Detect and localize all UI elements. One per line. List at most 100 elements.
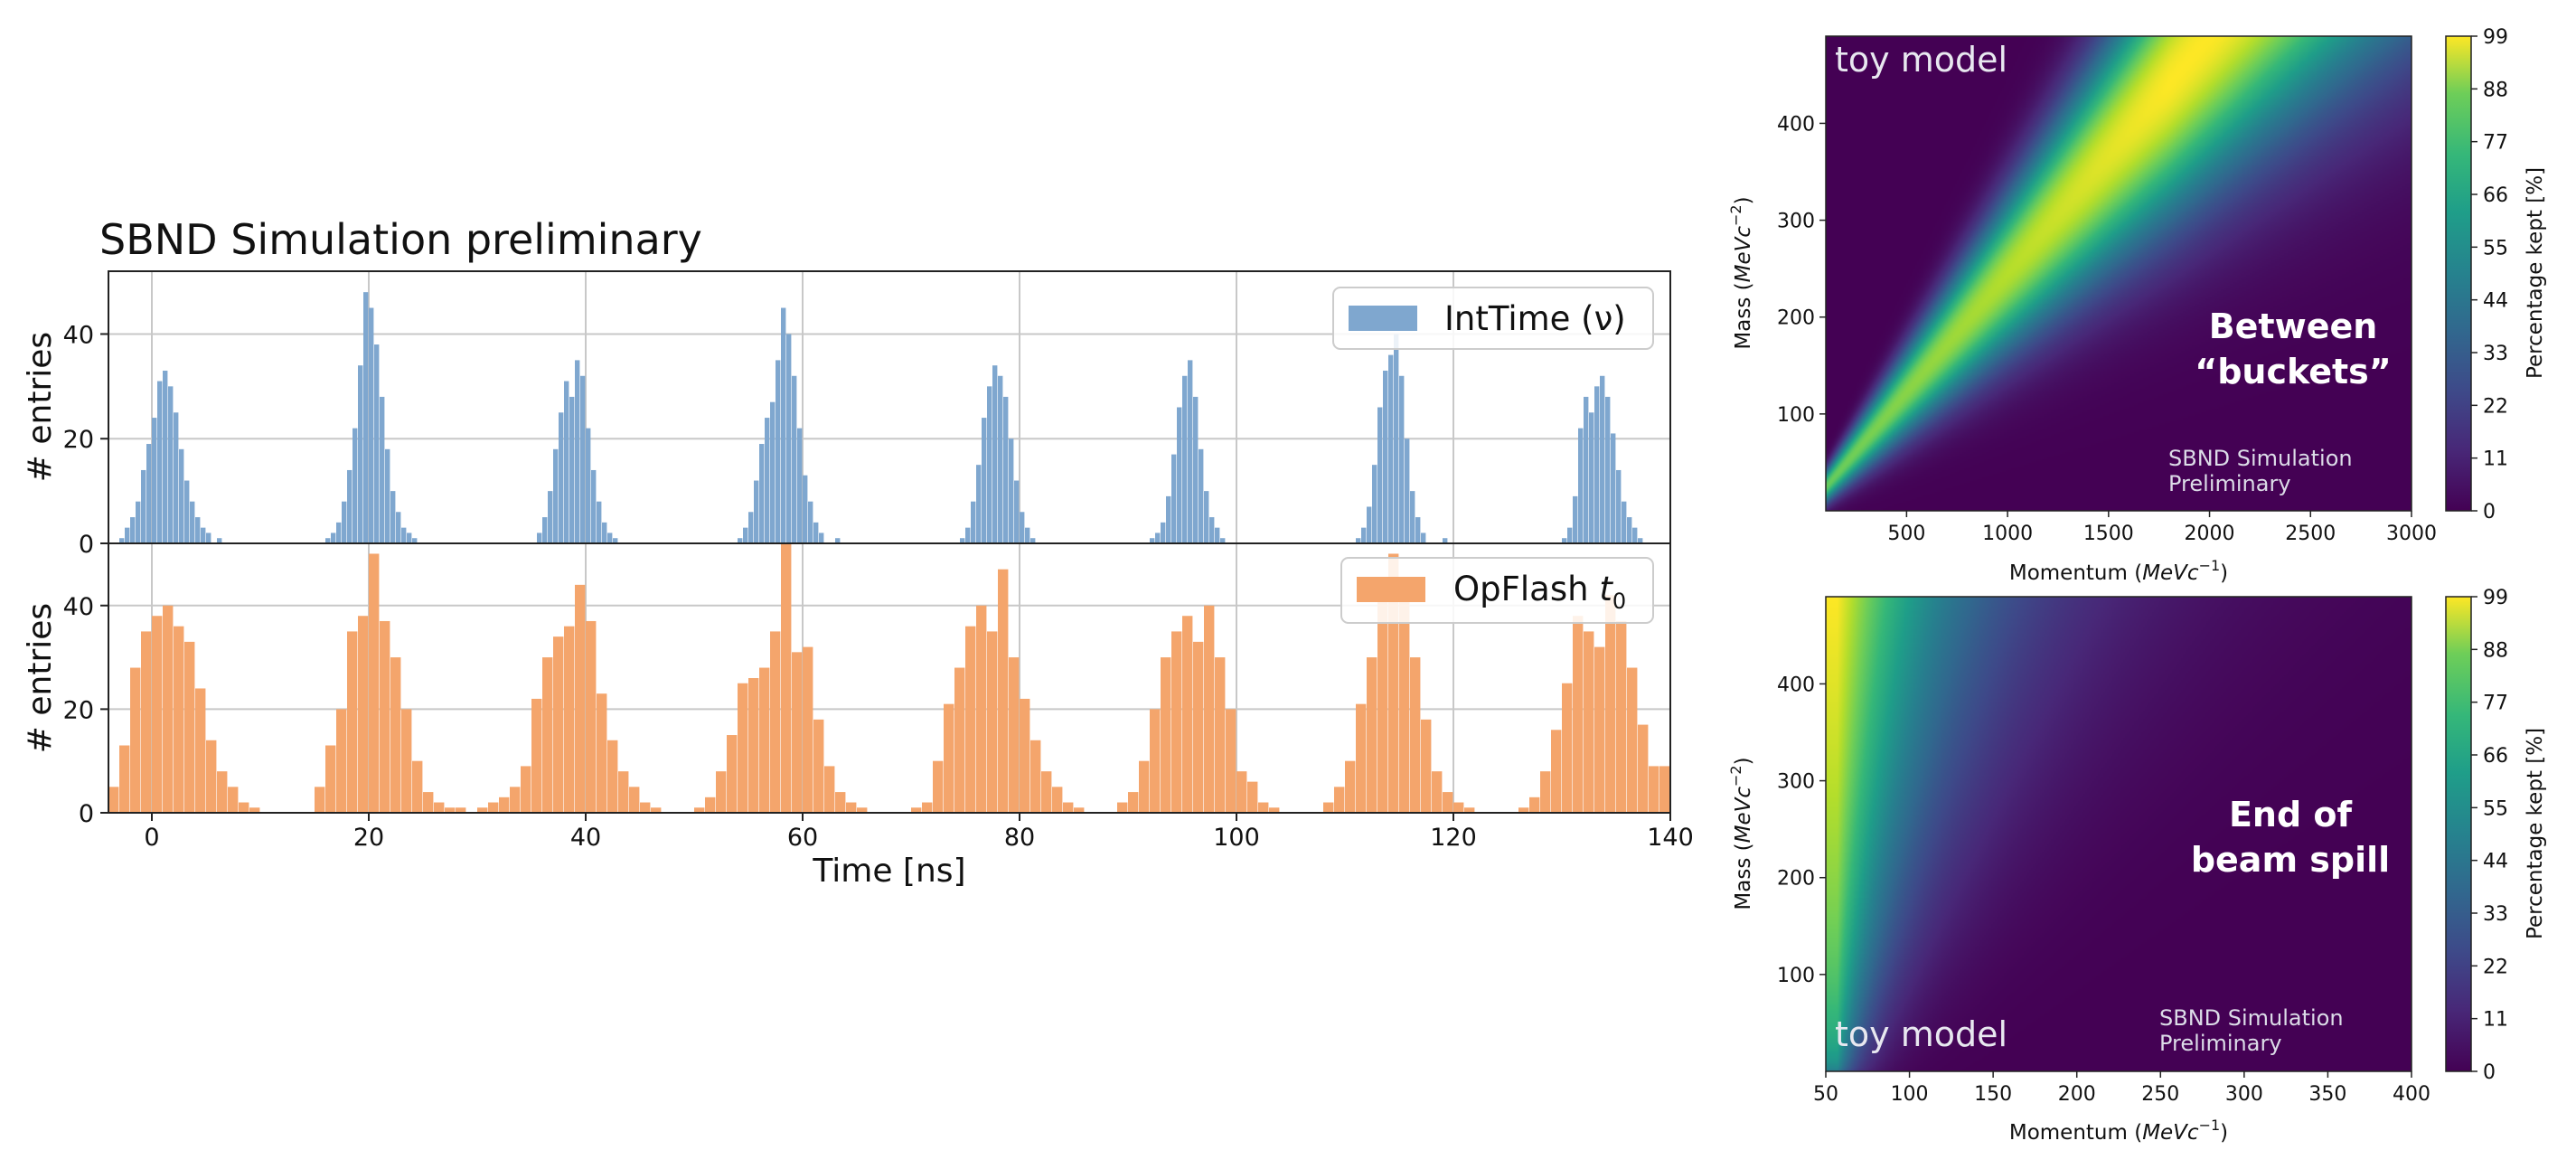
histogram-bar-opflash bbox=[477, 807, 488, 813]
histogram-bar-intime bbox=[152, 418, 157, 543]
histogram-bar-opflash bbox=[1182, 616, 1193, 813]
opflash-bars bbox=[108, 543, 1670, 813]
histogram-bar-intime bbox=[580, 375, 586, 543]
histogram-bar-intime bbox=[369, 307, 374, 543]
histogram-bar-opflash bbox=[748, 678, 759, 813]
histogram-bar-opflash bbox=[1649, 766, 1659, 813]
histogram-bar-opflash bbox=[1193, 641, 1204, 813]
histogram-bar-opflash bbox=[857, 807, 868, 813]
histogram-bar-opflash bbox=[1573, 616, 1584, 813]
histogram-bar-opflash bbox=[1367, 657, 1377, 813]
opflash-panel: 0 20 40 0 20 40 60 80 100 120 140 # entries Time … bbox=[22, 542, 1694, 890]
histogram-bar-intime bbox=[136, 501, 141, 543]
histogram-bar-opflash bbox=[499, 797, 510, 813]
colorbar-tick-label: 88 bbox=[2483, 639, 2508, 662]
histogram-bar-intime bbox=[965, 527, 971, 543]
colorbar-tick-label: 99 bbox=[2483, 26, 2508, 49]
x-tick-label: 500 bbox=[1887, 523, 1925, 545]
histogram-bar-intime bbox=[1611, 433, 1616, 543]
histogram-bar-intime bbox=[342, 501, 347, 543]
histogram-bar-intime bbox=[1383, 370, 1388, 543]
histogram-bar-intime bbox=[179, 448, 184, 543]
histogram-bar-opflash bbox=[965, 626, 976, 813]
intime-panel: 0 20 40 # entries IntTime (ν) bbox=[22, 270, 1671, 559]
histogram-bar-intime bbox=[819, 533, 824, 543]
histogram-bar-intime bbox=[1009, 438, 1014, 543]
histogram-bar-opflash bbox=[792, 652, 803, 813]
histogram-bar-opflash bbox=[1204, 605, 1215, 813]
histogram-bar-intime bbox=[374, 344, 380, 543]
histogram-bar-intime bbox=[1209, 517, 1215, 543]
histogram-bar-opflash bbox=[1421, 719, 1432, 813]
colorbar-tick-label: 77 bbox=[2483, 132, 2508, 155]
histogram-bar-opflash bbox=[586, 620, 597, 813]
histogram-bar-intime bbox=[960, 538, 965, 543]
histogram-bar-opflash bbox=[922, 802, 933, 813]
x-tick-label: 150 bbox=[1974, 1083, 2012, 1106]
x-tick-label: 250 bbox=[2141, 1083, 2179, 1106]
histogram-bar-opflash bbox=[1041, 771, 1052, 813]
histogram-bar-intime bbox=[770, 401, 776, 543]
histogram-bar-opflash bbox=[531, 698, 542, 813]
histogram-bar-intime bbox=[1388, 354, 1394, 543]
annotation-buckets: “buckets” bbox=[2195, 352, 2392, 391]
watermark-line1-bottom: SBND Simulation bbox=[2159, 1005, 2344, 1031]
histogram-bar-opflash bbox=[640, 802, 651, 813]
histogram-bar-opflash bbox=[521, 766, 531, 813]
y-tick-label: 400 bbox=[1777, 674, 1815, 696]
histogram-bar-opflash bbox=[1128, 792, 1139, 813]
annotation-beam-spill: beam spill bbox=[2191, 840, 2390, 880]
histogram-bar-intime bbox=[1562, 538, 1567, 543]
histogram-bar-intime bbox=[1025, 527, 1030, 543]
x-tick-label: 40 bbox=[570, 824, 601, 852]
x-tick-label: 1000 bbox=[1982, 523, 2033, 545]
histogram-bar-intime bbox=[1188, 360, 1193, 543]
histogram-bar-intime bbox=[743, 527, 748, 543]
histogram-bar-intime bbox=[407, 533, 412, 543]
histogram-chart: SBND Simulation preliminary 0 20 40 # entr… bbox=[22, 215, 1694, 890]
colorbar-bottom: 0 11 22 33 44 55 66 77 88 99 Percentage kept [%] bbox=[2445, 587, 2547, 1084]
histogram-bar-intime bbox=[1177, 407, 1182, 543]
histogram-bar-intime bbox=[325, 538, 331, 543]
histogram-bar-intime bbox=[1415, 517, 1421, 543]
y-tick-label: 20 bbox=[63, 696, 94, 724]
histogram-bar-opflash bbox=[575, 584, 586, 813]
y-tick-label: 40 bbox=[63, 321, 94, 349]
histogram-bar-intime bbox=[808, 501, 813, 543]
histogram-bar-intime bbox=[1589, 412, 1594, 543]
colorbar-tick-label: 99 bbox=[2483, 587, 2508, 609]
histogram-bar-opflash bbox=[412, 760, 423, 813]
histogram-bar-opflash bbox=[1150, 709, 1161, 813]
histogram-bar-opflash bbox=[651, 807, 662, 813]
x-tick-label: 2000 bbox=[2185, 523, 2235, 545]
histogram-bar-opflash bbox=[987, 631, 998, 813]
histogram-bar-opflash bbox=[618, 771, 629, 813]
histogram-bar-intime bbox=[1638, 538, 1643, 543]
histogram-bar-intime bbox=[613, 538, 618, 543]
histogram-bar-intime bbox=[1215, 527, 1220, 543]
histogram-bar-opflash bbox=[141, 631, 152, 813]
histogram-bar-opflash bbox=[1063, 802, 1074, 813]
histogram-bar-opflash bbox=[336, 709, 347, 813]
histogram-bar-intime bbox=[976, 465, 982, 543]
histogram-bar-opflash bbox=[629, 787, 640, 813]
x-tick-label: 120 bbox=[1430, 824, 1477, 852]
histogram-bar-opflash bbox=[1443, 792, 1453, 813]
histogram-bar-intime bbox=[385, 448, 390, 543]
histogram-bar-intime bbox=[1182, 375, 1188, 543]
histogram-bar-intime bbox=[1600, 375, 1605, 543]
histogram-bar-intime bbox=[1367, 506, 1372, 543]
histogram-bar-opflash bbox=[1638, 724, 1649, 813]
histogram-bar-intime bbox=[358, 365, 363, 543]
histogram-bar-opflash bbox=[998, 569, 1009, 813]
histogram-bar-intime bbox=[754, 480, 759, 543]
histogram-bar-intime bbox=[1627, 517, 1632, 543]
histogram-bar-intime bbox=[1594, 386, 1600, 543]
x-tick-label: 140 bbox=[1647, 824, 1694, 852]
colorbar-ticks-bottom: 0 11 22 33 44 55 66 77 88 99 bbox=[2471, 587, 2508, 1084]
histogram-bar-opflash bbox=[1236, 771, 1247, 813]
y-tick-label: 0 bbox=[79, 531, 94, 559]
histogram-bar-opflash bbox=[1453, 802, 1464, 813]
histogram-bar-intime bbox=[835, 538, 841, 543]
histogram-bar-opflash bbox=[390, 657, 401, 813]
